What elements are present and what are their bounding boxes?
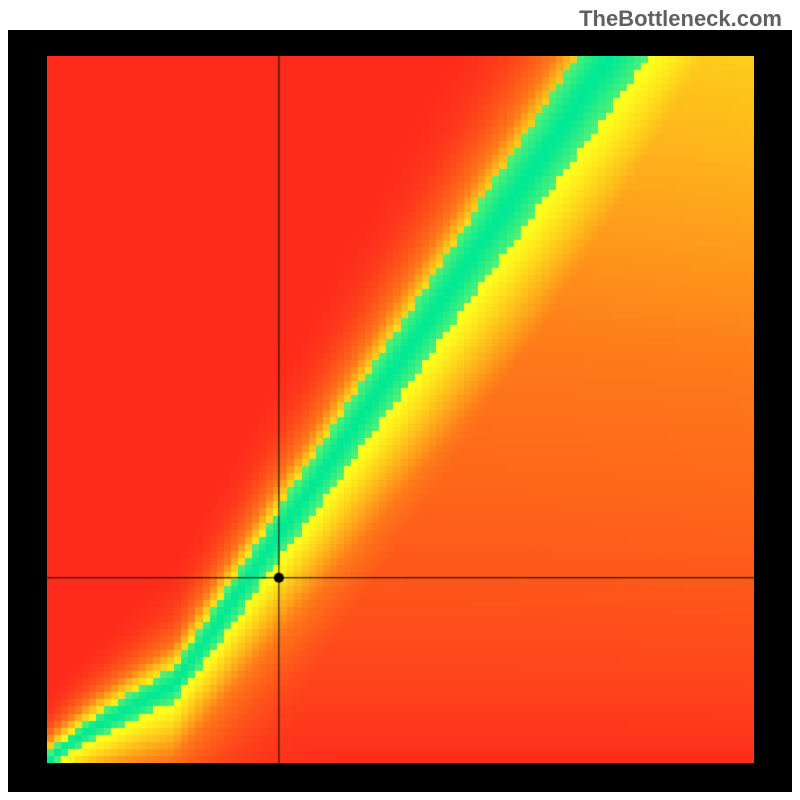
heatmap-plot (47, 56, 754, 763)
watermark-text: TheBottleneck.com (579, 6, 782, 32)
heatmap-canvas (47, 56, 754, 763)
chart-frame (8, 30, 792, 792)
